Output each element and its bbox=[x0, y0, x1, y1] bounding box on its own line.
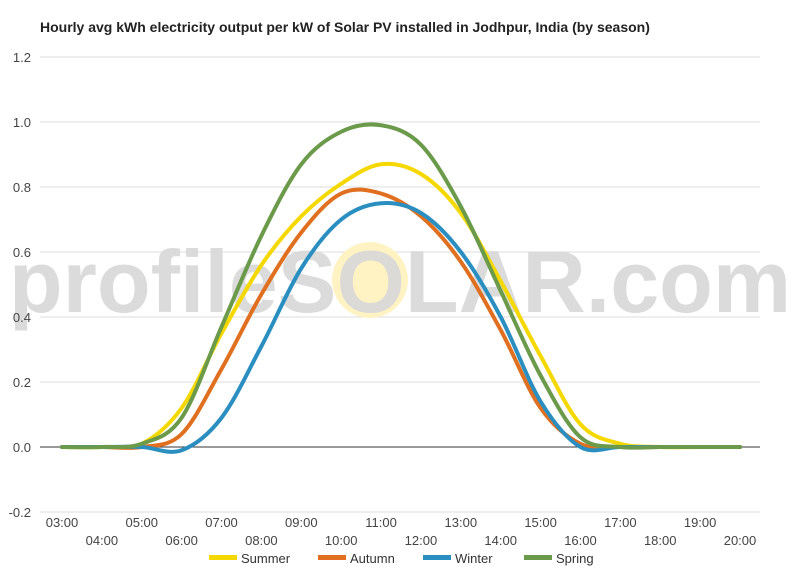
x-tick-label: 18:00 bbox=[644, 533, 677, 548]
x-tick-label: 06:00 bbox=[165, 533, 198, 548]
chart-title: Hourly avg kWh electricity output per kW… bbox=[40, 19, 650, 35]
legend: Summer Autumn Winter Spring bbox=[209, 551, 594, 566]
x-tick-label: 19:00 bbox=[684, 515, 717, 530]
x-tick-label: 20:00 bbox=[724, 533, 757, 548]
x-tick-label: 07:00 bbox=[205, 515, 238, 530]
y-axis-ticks: -0.2 0.0 0.2 0.4 0.6 0.8 1.0 1.2 bbox=[9, 50, 31, 520]
watermark-text: profileSOLAR.com bbox=[9, 232, 791, 331]
x-tick-label: 16:00 bbox=[564, 533, 597, 548]
legend-item-spring: Spring bbox=[524, 551, 594, 566]
x-tick-label: 12:00 bbox=[405, 533, 438, 548]
x-tick-label: 15:00 bbox=[524, 515, 557, 530]
x-tick-label: 11:00 bbox=[365, 515, 397, 530]
x-axis-ticks: 03:00 04:00 05:00 06:00 07:00 08:00 09:00 10:00… bbox=[46, 515, 757, 548]
x-tick-label: 04:00 bbox=[86, 533, 119, 548]
y-tick-label: 0.6 bbox=[13, 245, 31, 260]
legend-item-autumn: Autumn bbox=[318, 551, 395, 566]
y-tick-label: 0.0 bbox=[13, 440, 31, 455]
y-tick-label: 1.2 bbox=[13, 50, 31, 65]
y-tick-label: 0.4 bbox=[13, 310, 31, 325]
legend-label: Spring bbox=[556, 551, 594, 566]
y-tick-label: 0.2 bbox=[13, 375, 31, 390]
legend-label: Winter bbox=[455, 551, 493, 566]
legend-item-winter: Winter bbox=[423, 551, 493, 566]
series-line-summer bbox=[60, 161, 742, 450]
grid bbox=[40, 56, 760, 513]
x-tick-label: 08:00 bbox=[245, 533, 278, 548]
watermark: profileSOLAR.com bbox=[9, 232, 791, 331]
series-lines bbox=[60, 122, 742, 454]
legend-label: Autumn bbox=[350, 551, 395, 566]
legend-swatch bbox=[524, 555, 552, 560]
y-tick-label: -0.2 bbox=[9, 505, 31, 520]
x-tick-label: 13:00 bbox=[445, 515, 478, 530]
x-tick-label: 05:00 bbox=[125, 515, 158, 530]
series-line-spring bbox=[60, 122, 742, 450]
legend-item-summer: Summer bbox=[209, 551, 291, 566]
legend-swatch bbox=[423, 555, 451, 560]
y-tick-label: 0.8 bbox=[13, 180, 31, 195]
x-tick-label: 03:00 bbox=[46, 515, 79, 530]
x-tick-label: 10:00 bbox=[325, 533, 358, 548]
x-tick-label: 17:00 bbox=[604, 515, 637, 530]
legend-label: Summer bbox=[241, 551, 291, 566]
sun-icon bbox=[332, 242, 408, 318]
x-tick-label: 14:00 bbox=[484, 533, 517, 548]
x-tick-label: 09:00 bbox=[285, 515, 318, 530]
legend-swatch bbox=[209, 555, 237, 560]
legend-swatch bbox=[318, 555, 346, 560]
y-tick-label: 1.0 bbox=[13, 115, 31, 130]
